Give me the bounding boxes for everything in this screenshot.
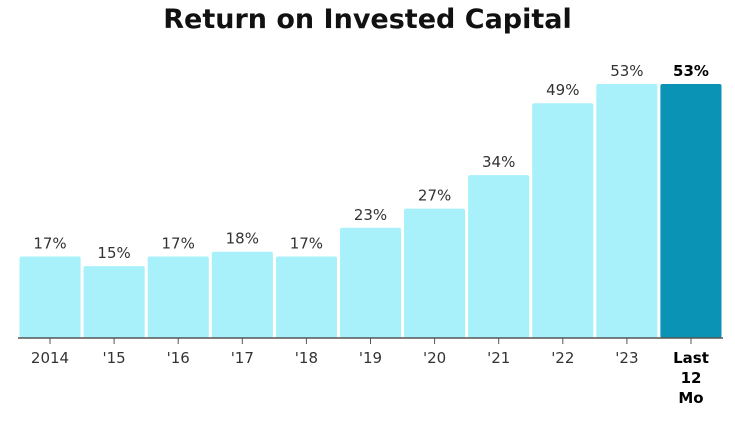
bar-2: [147, 256, 209, 338]
value-label-10: 53%: [673, 62, 709, 80]
value-label-9: 53%: [610, 62, 643, 80]
bar-0: [19, 256, 81, 338]
x-tick-labels-group: 2014 '15 '16 '17 '18 '19 '20 '21 '22 '23 Last 12 Mo: [31, 349, 709, 407]
bar-5: [340, 227, 402, 338]
value-label-4: 17%: [290, 235, 323, 253]
bar-7: [468, 175, 530, 338]
x-tick-label-2: '16: [167, 349, 190, 367]
bar-3: [211, 251, 273, 338]
x-tick-label-8: '22: [551, 349, 574, 367]
value-label-2: 17%: [162, 235, 195, 253]
x-tick-label-9: '23: [615, 349, 638, 367]
bar-4: [275, 256, 337, 338]
x-tick-label-3: '17: [231, 349, 254, 367]
x-tick-label-1: '15: [102, 349, 125, 367]
x-tick-label-4: '18: [295, 349, 318, 367]
bars-group: [19, 84, 722, 338]
value-labels-group: 17% 15% 17% 18% 17% 23% 27% 34% 49% 53% 53%: [33, 62, 709, 262]
value-label-3: 18%: [226, 230, 259, 248]
value-label-8: 49%: [546, 81, 579, 99]
bar-9: [596, 84, 658, 338]
x-ticks-group: [49, 338, 692, 344]
x-tick-label-0: 2014: [31, 349, 69, 367]
x-tick-label-5: '19: [359, 349, 382, 367]
x-tick-label-7: '21: [487, 349, 510, 367]
value-label-1: 15%: [97, 244, 130, 262]
x-tick-label-10: Last 12 Mo: [673, 349, 709, 407]
bar-10: [660, 84, 722, 338]
bar-6: [404, 208, 466, 338]
value-label-6: 27%: [418, 187, 451, 205]
bar-8: [532, 103, 594, 338]
value-label-5: 23%: [354, 206, 387, 224]
value-label-0: 17%: [33, 235, 66, 253]
x-tick-label-6: '20: [423, 349, 446, 367]
bar-1: [83, 266, 145, 338]
value-label-7: 34%: [482, 153, 515, 171]
chart-title: Return on Invested Capital: [163, 4, 572, 35]
